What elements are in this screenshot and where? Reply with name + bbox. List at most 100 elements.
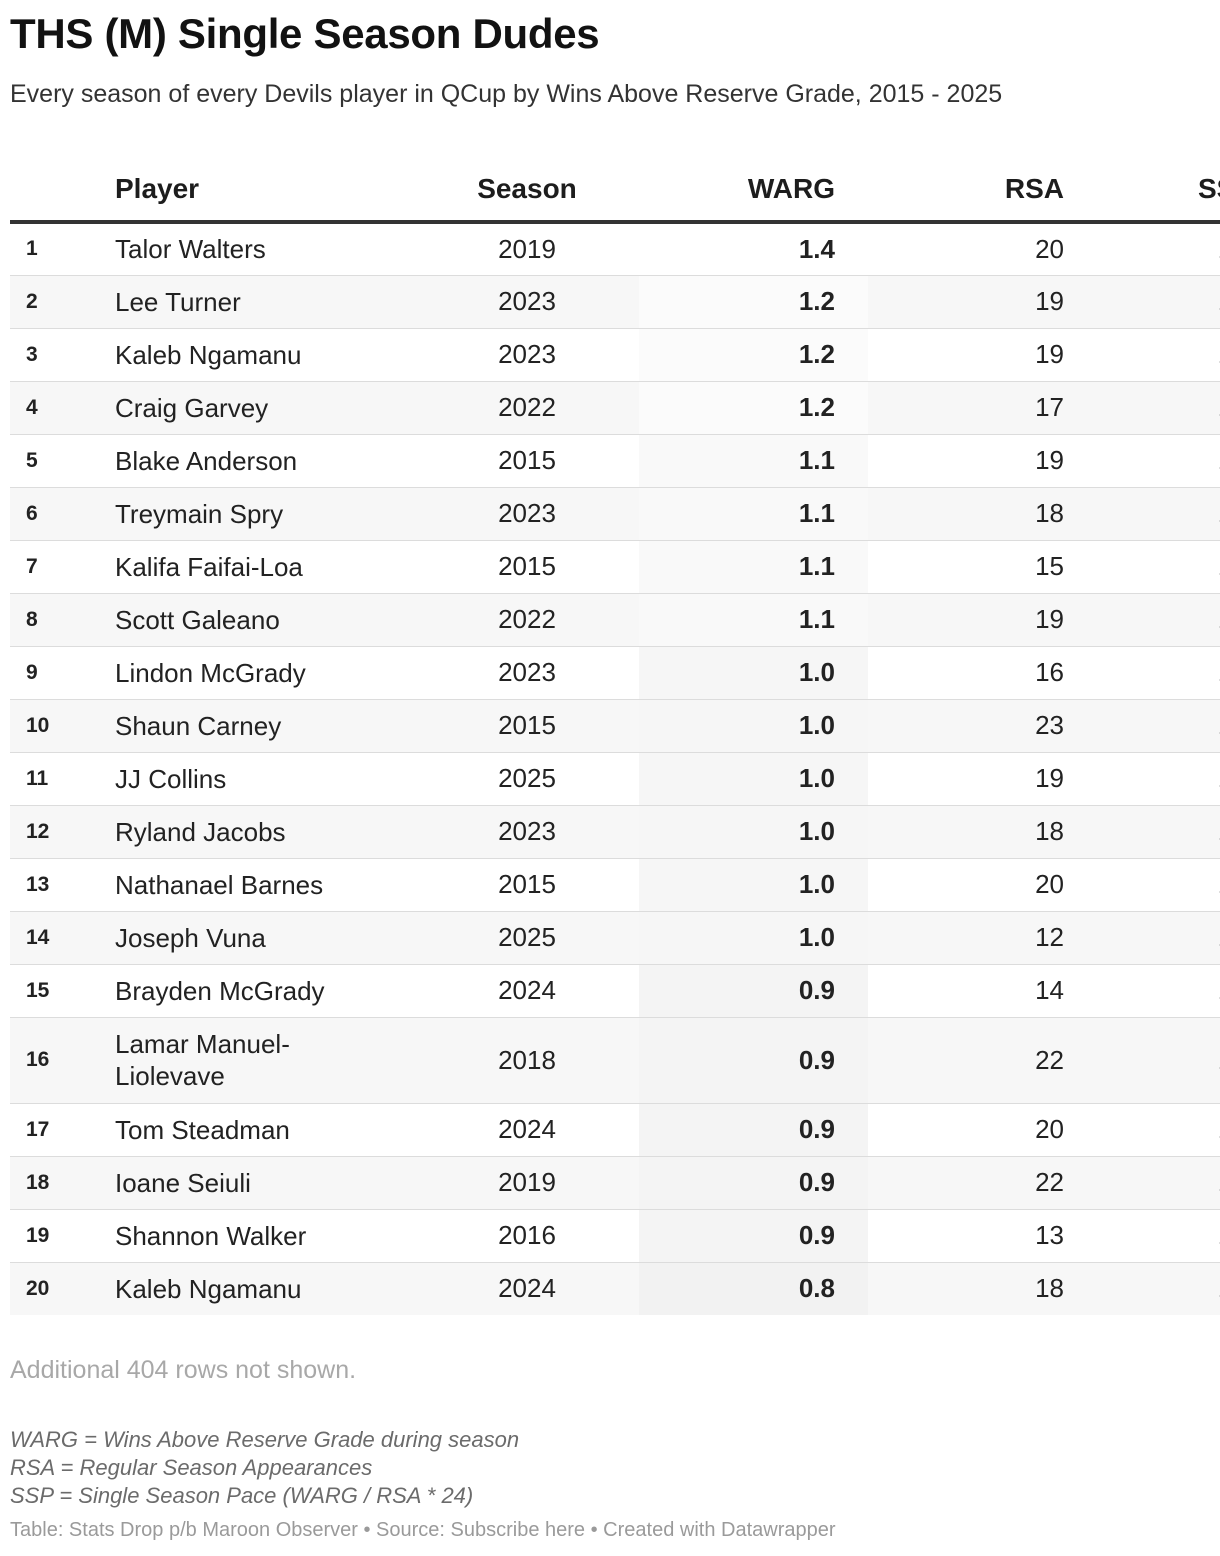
row-player: Brayden McGrady [115,964,415,1018]
row-rank: 3 [10,328,115,382]
chart-subtitle: Every season of every Devils player in Q… [10,80,1003,108]
row-rsa: 20 [868,858,1076,912]
row-ssp: 1.4 [1076,434,1220,488]
row-rank: 6 [10,487,115,541]
row-warg: 0.9 [639,1103,868,1157]
row-ssp: 1.7 [1076,540,1220,594]
row-ssp: 1.9 [1076,911,1220,965]
more-rows-note: Additional 404 rows not shown. [10,1356,357,1384]
row-rsa: 17 [868,381,1076,435]
header-rsa[interactable]: RSA [868,158,1076,224]
row-season: 2015 [415,434,639,488]
row-rsa: 19 [868,275,1076,329]
row-player: Lindon McGrady [115,646,415,700]
row-rsa: 20 [868,1103,1076,1157]
row-ssp: 1.2 [1076,752,1220,806]
row-rsa: 14 [868,964,1076,1018]
row-warg: 1.0 [639,911,868,965]
row-rank: 4 [10,381,115,435]
row-warg: 1.0 [639,699,868,753]
row-season: 2023 [415,328,639,382]
row-warg: 1.2 [639,328,868,382]
row-rank: 16 [10,1017,115,1104]
row-season: 2023 [415,646,639,700]
row-rank: 13 [10,858,115,912]
row-season: 2015 [415,699,639,753]
row-rsa: 19 [868,328,1076,382]
row-player: Kaleb Ngamanu [115,1262,415,1315]
row-warg: 1.0 [639,858,868,912]
row-season: 2024 [415,1262,639,1315]
row-player: Blake Anderson [115,434,415,488]
row-player: Shannon Walker [115,1209,415,1263]
row-warg: 1.1 [639,487,868,541]
row-ssp: 1.0 [1076,1017,1220,1104]
row-ssp: 1.1 [1076,1103,1220,1157]
row-warg: 1.2 [639,381,868,435]
row-rank: 1 [10,222,115,276]
row-rsa: 13 [868,1209,1076,1263]
row-ssp: 1.6 [1076,964,1220,1018]
header-rank [10,158,115,224]
definition-ssp: SSP = Single Season Pace (WARG / RSA * 2… [10,1483,474,1508]
row-season: 2022 [415,593,639,647]
row-player: Ioane Seiuli [115,1156,415,1210]
row-season: 2019 [415,1156,639,1210]
credit-line: Table: Stats Drop p/b Maroon Observer • … [10,1519,836,1541]
row-player: Ryland Jacobs [115,805,415,859]
row-rank: 14 [10,911,115,965]
row-season: 2024 [415,1103,639,1157]
row-rank: 9 [10,646,115,700]
row-ssp: 1.5 [1076,487,1220,541]
row-warg: 0.9 [639,1209,868,1263]
row-rank: 15 [10,964,115,1018]
row-player: Shaun Carney [115,699,415,753]
row-ssp: 1.5 [1076,275,1220,329]
row-player: Lee Turner [115,275,415,329]
row-season: 2016 [415,1209,639,1263]
row-rsa: 18 [868,805,1076,859]
row-ssp: 1.6 [1076,222,1220,276]
row-rank: 2 [10,275,115,329]
row-ssp: 1.6 [1076,646,1220,700]
row-player: Kalifa Faifai-Loa [115,540,415,594]
row-ssp: 1.1 [1076,699,1220,753]
row-season: 2023 [415,275,639,329]
header-player[interactable]: Player [115,158,415,224]
row-warg: 0.9 [639,964,868,1018]
row-rsa: 19 [868,752,1076,806]
row-ssp: 1.1 [1076,1262,1220,1315]
row-rank: 12 [10,805,115,859]
row-player: Joseph Vuna [115,911,415,965]
row-player: Treymain Spry [115,487,415,541]
row-season: 2025 [415,911,639,965]
row-season: 2015 [415,858,639,912]
row-season: 2023 [415,487,639,541]
row-ssp: 1.3 [1076,805,1220,859]
header-season[interactable]: Season [415,158,639,224]
row-warg: 1.0 [639,805,868,859]
header-warg[interactable]: WARG [639,158,868,224]
row-rank: 18 [10,1156,115,1210]
row-ssp: 1.6 [1076,381,1220,435]
header-ssp[interactable]: SSP [1076,158,1220,224]
row-rank: 20 [10,1262,115,1315]
row-rank: 5 [10,434,115,488]
row-season: 2015 [415,540,639,594]
row-rsa: 19 [868,593,1076,647]
row-season: 2025 [415,752,639,806]
row-warg: 1.4 [639,222,868,276]
